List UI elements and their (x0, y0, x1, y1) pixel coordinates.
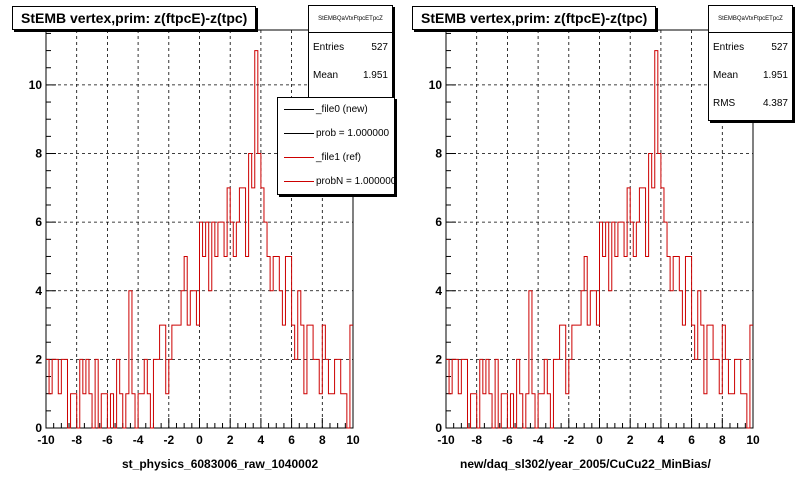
stats-entries-label: Entries (313, 42, 345, 53)
x-tick-label: 10 (746, 433, 760, 447)
legend-line-prob (284, 133, 314, 134)
legend-text-file0: _file0 (new) (316, 104, 368, 115)
legend-line-probn (284, 181, 314, 182)
y-tick-label: 10 (29, 78, 43, 92)
x-tick-label: 2 (227, 433, 234, 447)
stats-mean-value-left: 1.951 (362, 70, 388, 81)
histogram-plot-right: -10 -8 -6 -4 -2 0 2 4 6 8 10 0 2 4 6 8 10 (429, 29, 760, 447)
x-tick-label: -2 (563, 433, 574, 447)
stats-entries-value-right: 527 (771, 42, 788, 53)
x-tick-label: 8 (719, 433, 726, 447)
legend-line-file0 (284, 109, 314, 110)
stats-rms-label: RMS (713, 98, 736, 109)
histogram-panel-right: -10 -8 -6 -4 -2 0 2 4 6 8 10 0 2 4 6 8 10 StEMB vertex,p… (400, 0, 800, 480)
stats-box-right: StEMBQaVtxFtpcETpcZ Entries 527 Mean 1.951… (708, 5, 793, 121)
stats-mean-label: Mean (313, 70, 339, 81)
y-tick-label: 2 (35, 352, 42, 366)
stats-entries-value-left: 527 (371, 42, 388, 53)
x-tick-label: -6 (502, 433, 513, 447)
x-tick-label: 6 (688, 433, 695, 447)
x-tick-label: -4 (533, 433, 544, 447)
y-tick-label: 6 (435, 215, 442, 229)
chart-title-left: StEMB vertex,prim: z(ftpcE)-z(tpc) (12, 6, 257, 30)
stats-name-right: StEMBQaVtxFtpcETpcZ (709, 6, 792, 33)
x-tick-label: 0 (596, 433, 603, 447)
chart-title-right: StEMB vertex,prim: z(ftpcE)-z(tpc) (412, 6, 657, 30)
x-axis-title-right: new/daq_sl302/year_2005/CuCu22_MinBias/ (460, 457, 711, 471)
y-tick-label: 4 (35, 284, 42, 298)
x-tick-label: -10 (437, 433, 455, 447)
x-tick-label: 8 (319, 433, 326, 447)
legend-text-probn: probN = 1.000000 (316, 176, 395, 187)
histogram-step-line (446, 50, 753, 429)
y-tick-label: 10 (429, 78, 443, 92)
stats-mean-label: Mean (713, 70, 739, 81)
histogram-plot-left: -10 -8 -6 -4 -2 0 2 4 6 8 10 0 2 4 6 8 10 (29, 29, 360, 447)
y-tick-label: 2 (435, 352, 442, 366)
x-tick-label: 2 (627, 433, 634, 447)
y-tick-label: 8 (435, 147, 442, 161)
stats-entries-label: Entries (713, 42, 745, 53)
histogram-step-line (46, 50, 353, 429)
x-axis-title-left: st_physics_6083006_raw_1040002 (122, 457, 319, 471)
x-tick-label: -4 (133, 433, 144, 447)
histogram-panel-left: -10 -8 -6 -4 -2 0 2 4 6 8 10 0 2 4 6 8 10 StEMB vertex,p… (12, 5, 395, 471)
x-tick-label: -8 (71, 433, 82, 447)
x-tick-label: -2 (163, 433, 174, 447)
x-tick-label: 4 (258, 433, 265, 447)
stats-name-left: StEMBQaVtxFtpcETpcZ (309, 6, 392, 33)
x-tick-label: -10 (37, 433, 55, 447)
legend-item-probn: probN = 1.000000 (278, 170, 394, 194)
x-tick-label: 0 (196, 433, 203, 447)
x-tick-label: -6 (102, 433, 113, 447)
legend-text-prob: prob = 1.000000 (316, 128, 390, 139)
x-tick-label: 10 (346, 433, 360, 447)
x-tick-label: -8 (471, 433, 482, 447)
legend-item-prob: prob = 1.000000 (278, 122, 394, 146)
y-tick-label: 6 (35, 215, 42, 229)
y-tick-label: 0 (435, 421, 442, 435)
legend-box: _file0 (new) prob = 1.000000 _file1 (ref… (277, 97, 395, 195)
legend-line-file1 (284, 157, 314, 158)
x-tick-label: 4 (658, 433, 665, 447)
stats-rms-value-right: 4.387 (762, 98, 788, 109)
y-tick-label: 0 (35, 421, 42, 435)
legend-item-file1: _file1 (ref) (278, 146, 394, 170)
legend-item-file0: _file0 (new) (278, 98, 394, 122)
y-tick-label: 8 (35, 147, 42, 161)
legend-text-file1: _file1 (ref) (316, 152, 362, 163)
y-tick-label: 4 (435, 284, 442, 298)
stats-mean-value-right: 1.951 (762, 70, 788, 81)
x-tick-label: 6 (288, 433, 295, 447)
